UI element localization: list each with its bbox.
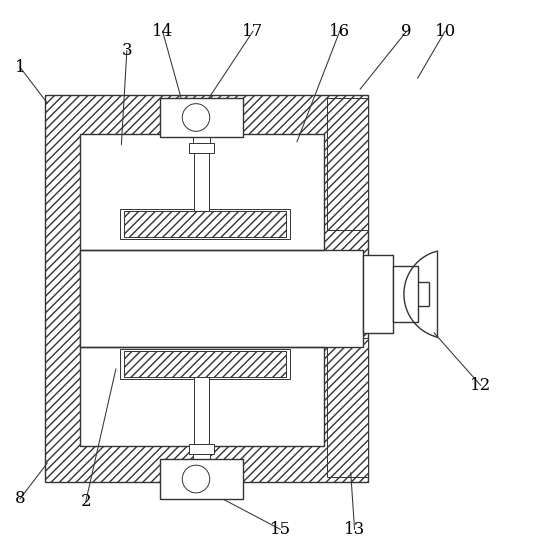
Bar	[161, 98, 243, 138]
Text: 14: 14	[152, 23, 173, 39]
Text: 9: 9	[402, 23, 412, 39]
Circle shape	[182, 104, 210, 132]
Bar	[120, 209, 290, 239]
Bar	[327, 339, 369, 477]
Bar	[161, 459, 243, 499]
Bar	[192, 453, 210, 459]
Bar	[189, 143, 213, 153]
Bar	[124, 351, 286, 377]
Bar	[363, 255, 393, 333]
Bar	[192, 138, 210, 143]
Bar	[80, 250, 363, 347]
Circle shape	[182, 465, 210, 493]
Text: 12: 12	[470, 377, 491, 394]
Text: 3: 3	[122, 42, 132, 59]
Bar	[393, 266, 417, 322]
Bar	[120, 350, 290, 379]
Bar	[327, 98, 369, 230]
Bar	[189, 443, 213, 453]
Text: 10: 10	[434, 23, 456, 39]
Text: 2: 2	[80, 493, 91, 510]
Text: 13: 13	[344, 521, 365, 538]
Bar	[194, 153, 209, 211]
Bar	[194, 377, 209, 443]
Bar	[45, 95, 369, 482]
Text: 8: 8	[15, 491, 25, 507]
Text: 1: 1	[15, 59, 25, 75]
Bar	[80, 134, 324, 446]
Text: 15: 15	[270, 521, 291, 538]
Text: 17: 17	[243, 23, 263, 39]
Bar	[124, 211, 286, 237]
Text: 16: 16	[329, 23, 350, 39]
